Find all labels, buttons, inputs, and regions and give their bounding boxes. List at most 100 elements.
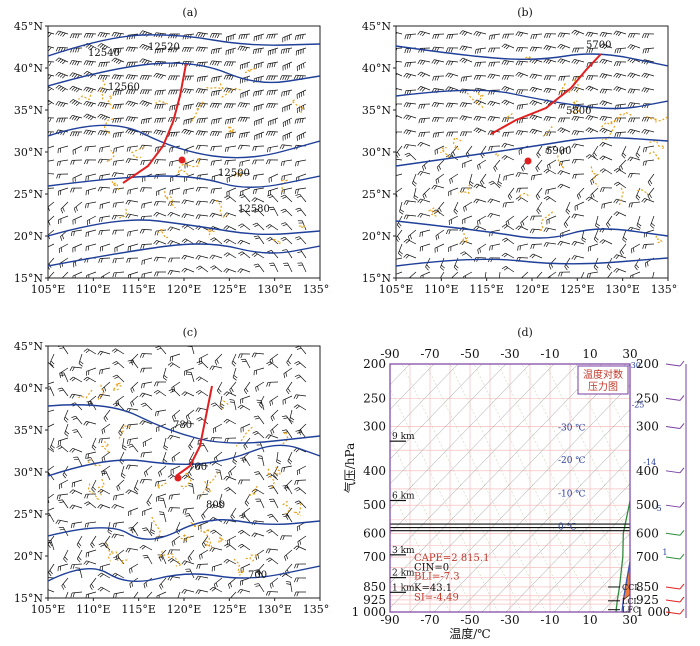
wind-barb <box>459 45 473 51</box>
wind-barb <box>141 381 153 389</box>
wind-barb <box>516 103 529 110</box>
wind-barb <box>116 479 125 492</box>
wind-barb <box>431 102 445 108</box>
wind-barb <box>565 201 571 215</box>
pressure-tick-label-right: 700 <box>636 550 659 564</box>
wind-barb <box>622 229 628 243</box>
wind-barb <box>445 117 459 123</box>
wind-barb <box>627 173 641 178</box>
wind-barb <box>239 514 251 523</box>
wind-barb <box>557 127 571 134</box>
wind-barb <box>293 394 307 400</box>
wind-barb <box>535 159 543 172</box>
wind-barb <box>238 208 251 217</box>
wind-barb <box>141 257 153 265</box>
wind-barb <box>224 195 237 203</box>
wind-barb <box>83 86 97 93</box>
height-label: 6 km <box>392 491 415 501</box>
moist-adiabat <box>473 364 595 612</box>
wind-barb <box>254 131 265 141</box>
wind-barb <box>97 43 111 51</box>
yellow-contour <box>281 179 289 192</box>
wind-barb <box>209 365 223 371</box>
wind-barb <box>76 549 83 563</box>
wind-barb <box>146 493 153 507</box>
wind-barb <box>140 367 153 373</box>
wind-barb <box>218 493 224 507</box>
wind-barb <box>169 187 181 195</box>
wind-barb <box>488 33 501 40</box>
wind-barb <box>84 501 97 509</box>
x-tick-label: 105°E <box>379 283 414 294</box>
wind-barb <box>181 213 195 219</box>
wind-barb <box>239 61 251 70</box>
profile-label: -14 <box>643 458 656 467</box>
wind-barb <box>111 504 125 509</box>
wind-barb <box>289 409 295 423</box>
pressure-tick-label-right: 850 <box>636 580 659 594</box>
wind-barb <box>252 430 265 439</box>
wind-barb <box>84 521 97 528</box>
wind-barb <box>286 381 293 395</box>
yellow-contour <box>204 481 212 493</box>
wind-barb <box>396 145 403 158</box>
wind-barb <box>154 145 167 152</box>
wind-barb <box>130 381 139 394</box>
wind-barb <box>636 215 642 229</box>
wind-barb <box>97 113 111 121</box>
wind-barb <box>515 172 529 178</box>
wind-barb <box>520 215 529 228</box>
y-tick-label: 30°N <box>14 466 43 479</box>
yellow-contour <box>572 76 579 93</box>
wind-barb <box>493 159 501 172</box>
wind-barb <box>230 507 237 521</box>
wind-barb <box>449 173 459 184</box>
wind-barb <box>280 159 293 167</box>
wind-barb <box>599 239 613 245</box>
wind-barb <box>295 207 307 217</box>
wind-barb <box>253 367 265 376</box>
pressure-tick-label-right: 925 <box>636 593 659 607</box>
wind-barb <box>84 159 97 165</box>
yellow-contour <box>78 90 93 101</box>
wind-barb <box>529 114 543 121</box>
wind-barb <box>403 129 417 135</box>
wind-barb <box>477 159 487 170</box>
top-tick-label: 30 <box>622 347 637 361</box>
wind-barb <box>418 103 431 109</box>
wind-barb <box>168 493 181 500</box>
wind-barb <box>614 47 627 54</box>
wind-barb <box>127 443 139 453</box>
yellow-contour <box>156 228 170 239</box>
wind-barb <box>85 187 97 196</box>
yellow-contour <box>272 238 283 246</box>
x-tick-label: 125°E <box>212 603 247 614</box>
wind-barb <box>613 30 627 37</box>
wind-barb <box>253 103 265 112</box>
wind-barb <box>142 437 153 448</box>
wind-barb <box>48 173 55 175</box>
wind-barb <box>209 102 223 108</box>
wind-barb <box>112 47 125 54</box>
yellow-contour <box>98 384 105 401</box>
wind-barb <box>613 72 627 79</box>
wind-barb <box>150 521 156 535</box>
wind-barb <box>48 471 55 481</box>
wind-barb <box>585 127 599 134</box>
wind-barb <box>112 117 125 123</box>
wind-barb <box>265 130 279 136</box>
wind-barb <box>125 547 139 553</box>
wind-barb <box>641 198 655 203</box>
y-tick-label: 30°N <box>14 146 43 159</box>
wind-barb <box>237 144 251 150</box>
wind-barb <box>294 577 307 583</box>
wind-barb <box>71 479 83 488</box>
wind-barb <box>229 399 237 411</box>
wind-barb <box>642 159 655 166</box>
yellow-contour <box>204 83 224 90</box>
wind-barb <box>86 215 97 226</box>
wind-barb <box>64 423 70 437</box>
wind-barb <box>501 99 515 106</box>
wind-barb <box>183 103 195 111</box>
